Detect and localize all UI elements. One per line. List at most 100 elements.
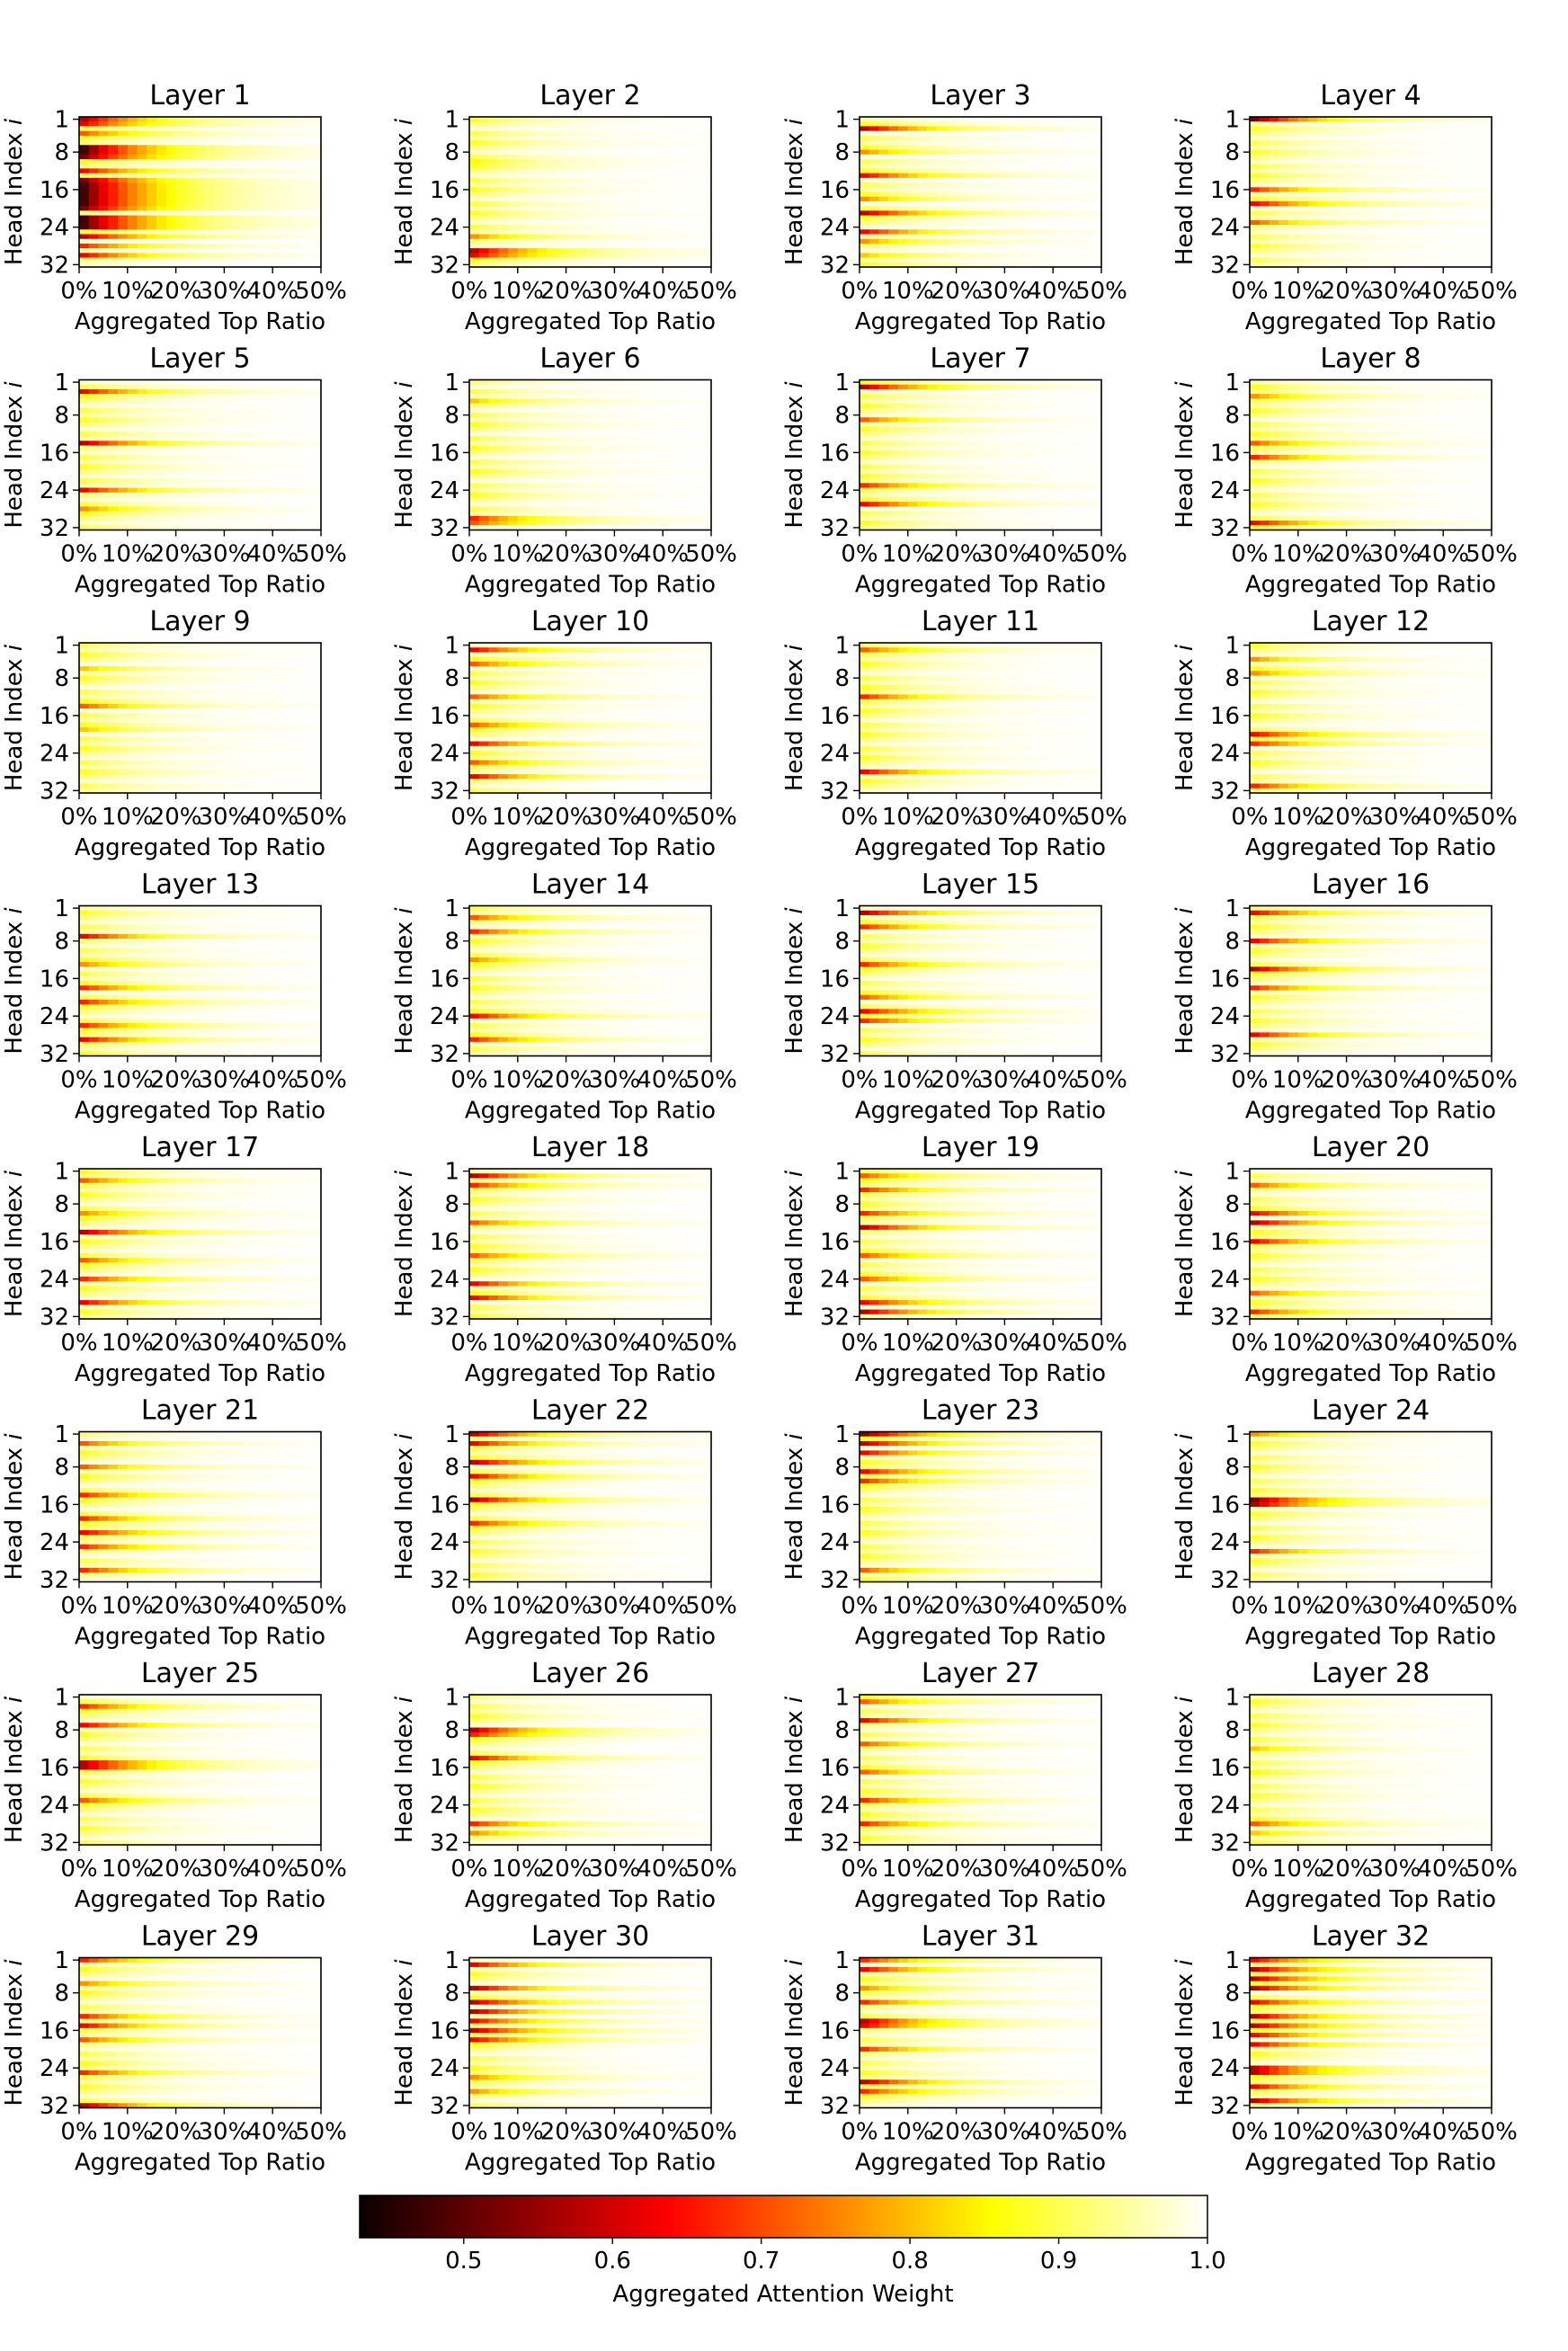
heatmap-cell: [156, 234, 166, 239]
heatmap-cell: [498, 159, 508, 165]
heatmap-cell: [89, 183, 99, 188]
heatmap-cell: [185, 178, 195, 183]
heatmap-cell: [634, 244, 644, 249]
heatmap-cell: [282, 210, 292, 216]
heatmap-cell: [224, 121, 234, 127]
heatmap-cell: [498, 210, 508, 216]
heatmap-cell: [673, 234, 682, 239]
heatmap-cell: [128, 210, 138, 216]
heatmap-cell: [263, 145, 272, 150]
heatmap-cell: [575, 206, 585, 211]
heatmap-cell: [528, 206, 538, 211]
heatmap-cell: [272, 136, 282, 141]
heatmap-cell: [624, 140, 634, 146]
heatmap-cell: [185, 164, 195, 169]
heatmap-cell: [605, 174, 615, 179]
heatmap-cell: [663, 244, 673, 249]
heatmap-cell: [254, 244, 263, 249]
heatmap-cell: [508, 206, 518, 211]
heatmap-cell: [653, 136, 663, 141]
heatmap-cell: [301, 174, 311, 179]
heatmap-cell: [489, 168, 499, 174]
heatmap-cell: [605, 201, 615, 207]
heatmap-cell: [156, 121, 166, 127]
heatmap-cell: [673, 197, 682, 202]
heatmap-cell: [301, 239, 311, 245]
heatmap-cell: [79, 248, 89, 254]
heatmap-cell: [585, 192, 595, 198]
heatmap-cell: [234, 131, 244, 137]
heatmap-cell: [691, 168, 701, 174]
heatmap-cell: [79, 206, 89, 211]
heatmap-cell: [653, 168, 663, 174]
heatmap-cell: [234, 201, 244, 207]
heatmap-cell: [156, 248, 166, 254]
heatmap-cell: [547, 164, 557, 169]
heatmap-cell: [185, 239, 195, 245]
heatmap-cell: [282, 159, 292, 165]
heatmap-cell: [682, 225, 692, 230]
heatmap-cell: [282, 225, 292, 230]
heatmap-cell: [547, 121, 557, 127]
heatmap-cell: [624, 220, 634, 226]
heatmap-cell: [89, 258, 99, 263]
heatmap-cell: [272, 234, 282, 239]
heatmap-cell: [89, 220, 99, 226]
heatmap-cell: [528, 229, 538, 235]
heatmap-cell: [79, 229, 89, 235]
heatmap-cell: [89, 210, 99, 216]
heatmap-cell: [566, 174, 576, 179]
heatmap-cell: [528, 244, 538, 249]
heatmap-cell: [653, 187, 663, 192]
heatmap-cell: [508, 145, 518, 150]
heatmap-cell: [479, 239, 489, 245]
heatmap-cell: [566, 178, 576, 183]
heatmap-cell: [682, 126, 692, 131]
heatmap-cell: [166, 244, 176, 249]
heatmap-cell: [89, 187, 99, 192]
heatmap-cell: [244, 248, 254, 254]
heatmap-cell: [79, 197, 89, 202]
heatmap-cell: [79, 253, 89, 258]
heatmap-cell: [653, 216, 663, 221]
heatmap-cell: [185, 234, 195, 239]
heatmap-cell: [682, 131, 692, 137]
heatmap-cell: [479, 244, 489, 249]
heatmap-cell: [489, 253, 499, 258]
heatmap-cell: [108, 145, 118, 150]
heatmap-cell: [156, 220, 166, 226]
heatmap-cell: [166, 168, 176, 174]
heatmap-cell: [254, 258, 263, 263]
heatmap-cell: [79, 117, 89, 122]
heatmap-cell: [138, 159, 147, 165]
heatmap-cell: [224, 253, 234, 258]
heatmap-cell: [234, 155, 244, 160]
heatmap-cell: [195, 201, 205, 207]
heatmap-cell: [99, 192, 109, 198]
heatmap-cell: [634, 131, 644, 137]
heatmap-cell: [624, 187, 634, 192]
heatmap-cell: [585, 155, 595, 160]
heatmap-cell: [205, 253, 215, 258]
heatmap-cell: [272, 145, 282, 150]
heatmap-cell: [489, 174, 499, 179]
heatmap-cell: [254, 201, 263, 207]
heatmap-cell: [272, 216, 282, 221]
heatmap-cell: [634, 201, 644, 207]
heatmap-cell: [166, 234, 176, 239]
x-tick-label: 0%: [60, 278, 97, 305]
heatmap-cell: [195, 192, 205, 198]
heatmap-cell: [644, 220, 654, 226]
heatmap-cell: [176, 210, 186, 216]
heatmap-cell: [292, 206, 302, 211]
heatmap-cell: [301, 192, 311, 198]
heatmap-cell: [528, 131, 538, 137]
heatmap-cell: [537, 253, 547, 258]
y-axis-label: Head Index i: [1, 118, 28, 265]
heatmap-cell: [682, 183, 692, 188]
heatmap-cell: [566, 187, 576, 192]
heatmap-cell: [205, 187, 215, 192]
heatmap-cell: [185, 244, 195, 249]
heatmap-cell: [624, 178, 634, 183]
heatmap-cell: [557, 201, 566, 207]
